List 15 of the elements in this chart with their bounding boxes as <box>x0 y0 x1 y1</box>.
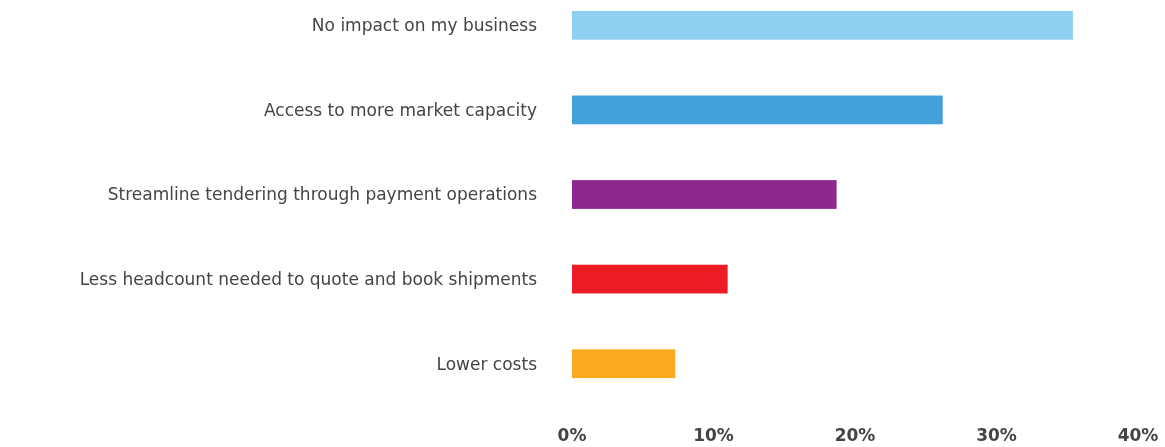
y-tick-label: Less headcount needed to quote and book shipments <box>79 269 538 290</box>
x-tick-label: 10% <box>693 425 734 445</box>
bar <box>572 10 1073 40</box>
y-tick-label: Streamline tendering through payment operations <box>107 184 538 205</box>
y-tick-label: Lower costs <box>436 353 538 374</box>
bar <box>572 95 943 125</box>
bar <box>572 264 728 294</box>
x-tick-label: 30% <box>976 425 1017 445</box>
y-tick-label: No impact on my business <box>311 15 538 36</box>
y-tick-label: Access to more market capacity <box>263 99 537 120</box>
x-tick-label: 0% <box>557 425 587 445</box>
bar <box>572 180 837 209</box>
x-tick-label: 40% <box>1117 425 1159 445</box>
bar <box>572 349 676 379</box>
x-tick-label: 20% <box>834 425 876 445</box>
